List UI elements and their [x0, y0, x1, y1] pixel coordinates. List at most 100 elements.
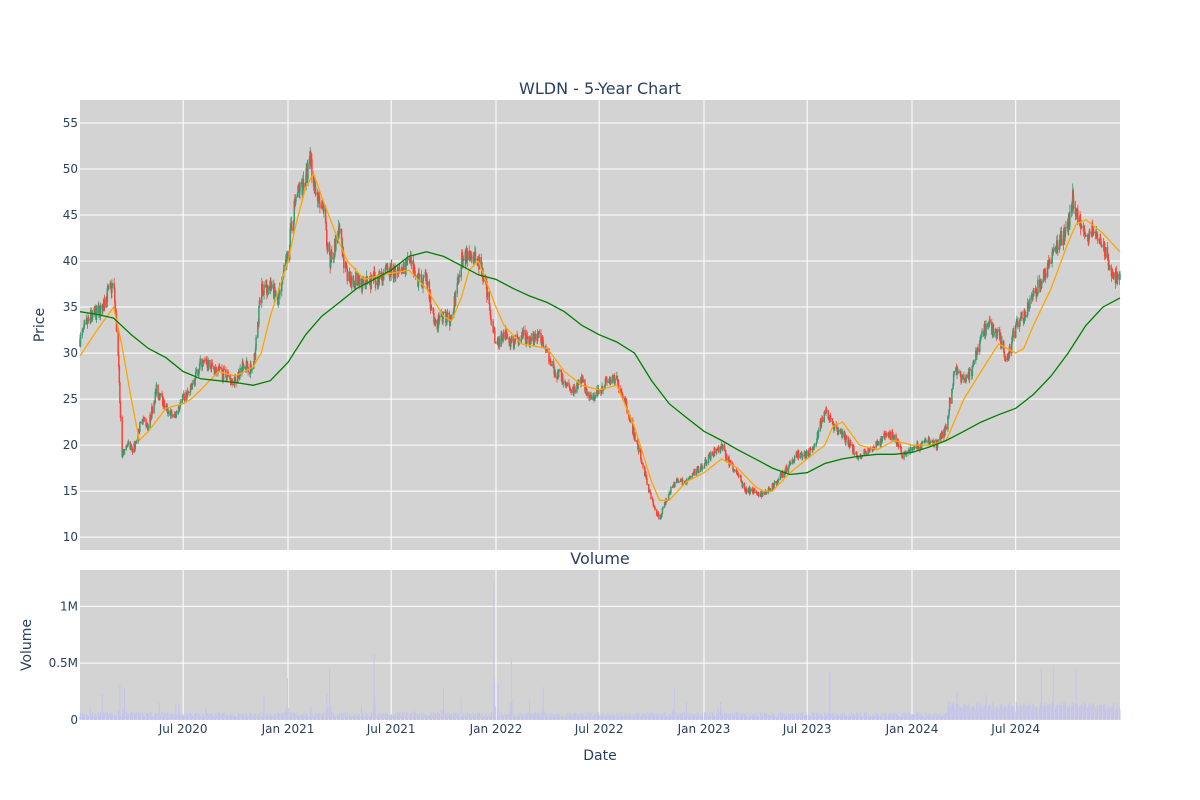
candle-body [1097, 238, 1099, 241]
volume-bar [845, 715, 847, 720]
volume-bar [111, 716, 113, 720]
volume-bar [396, 714, 398, 720]
volume-bar [749, 714, 751, 720]
candle-body [151, 406, 154, 414]
volume-bar [1035, 705, 1037, 720]
volume-bar [999, 707, 1001, 720]
volume-bar [620, 713, 622, 720]
price-tick-label: 10 [63, 530, 78, 544]
candle-body [702, 467, 704, 470]
volume-bar [501, 716, 503, 720]
volume-bar [409, 713, 411, 720]
volume-bar [753, 713, 755, 720]
candle-body [722, 444, 724, 450]
volume-bar [897, 715, 899, 720]
candle-body [450, 316, 453, 319]
candle-body [335, 236, 337, 251]
volume-bar [98, 715, 100, 720]
candle-body [534, 334, 537, 340]
volume-bar [965, 706, 967, 720]
volume-bar [604, 714, 606, 720]
volume-bar [1007, 708, 1009, 720]
volume-bar [816, 716, 818, 720]
volume-bar [161, 712, 163, 720]
volume-bar [848, 715, 850, 720]
volume-bar [919, 713, 921, 720]
volume-bar [971, 706, 973, 720]
candle-body [873, 446, 876, 449]
volume-bar [138, 713, 140, 720]
volume-bar [275, 713, 277, 720]
volume-bar [584, 715, 586, 720]
volume-bar [354, 716, 356, 720]
volume-bar [979, 703, 981, 720]
volume-bar [720, 702, 722, 720]
volume-bar [357, 713, 359, 720]
volume-bar [218, 712, 220, 720]
volume-bar [789, 713, 791, 720]
volume-bar [533, 714, 535, 720]
volume-bar [931, 715, 933, 720]
candle-body [155, 384, 158, 395]
price-tick-label: 35 [63, 300, 78, 314]
volume-bar [122, 709, 124, 720]
volume-bar [390, 716, 392, 720]
volume-bar [1020, 708, 1022, 720]
candle-body [745, 488, 748, 493]
volume-bar [518, 715, 520, 720]
volume-bar [1024, 709, 1026, 720]
volume-bar [983, 705, 985, 720]
volume-bar [307, 716, 309, 720]
volume-bar [323, 712, 325, 720]
volume-bar [865, 715, 867, 720]
volume-bar [629, 713, 631, 720]
candle-body [430, 306, 433, 311]
candle-body [438, 316, 441, 321]
date-axis-title: Date [583, 748, 616, 764]
volume-bar [370, 715, 372, 720]
volume-bar [145, 713, 147, 720]
volume-bar [556, 713, 558, 720]
volume-bar [612, 714, 614, 720]
volume-bar [1091, 706, 1093, 720]
volume-bar [1067, 707, 1069, 720]
volume-bar [692, 713, 694, 720]
volume-bar [588, 713, 590, 720]
volume-bar [467, 712, 469, 720]
volume-bar [1011, 705, 1013, 720]
volume-bar [1019, 704, 1021, 720]
volume-bar [924, 716, 926, 720]
volume-bar [478, 714, 480, 720]
volume-bar [223, 713, 225, 720]
volume-bar [1099, 703, 1101, 720]
volume-bar [117, 709, 119, 720]
volume-bar [146, 713, 148, 720]
volume-bar [652, 713, 654, 720]
volume-bar [927, 714, 929, 720]
candle-body [893, 434, 896, 440]
volume-bar [492, 712, 494, 720]
volume-bar [933, 712, 935, 720]
volume-bar [816, 712, 818, 720]
volume-bar [237, 712, 239, 720]
volume-bar [365, 714, 367, 720]
volume-bar [1019, 704, 1021, 720]
volume-bar [821, 714, 823, 720]
candle-body [181, 395, 184, 400]
candle-body [674, 481, 676, 487]
volume-bar [724, 712, 726, 720]
volume-bar [718, 714, 720, 720]
volume-bar [688, 715, 690, 720]
volume-bar [852, 713, 854, 720]
volume-bar [721, 714, 723, 720]
candle-body [921, 441, 924, 444]
volume-bar [737, 712, 739, 720]
volume-bar [805, 712, 807, 720]
volume-bar [1000, 703, 1002, 720]
volume-bar [1003, 705, 1005, 720]
volume-bar [171, 713, 173, 720]
volume-bar [1005, 706, 1007, 720]
volume-bar [743, 714, 745, 720]
volume-bar [350, 716, 352, 720]
